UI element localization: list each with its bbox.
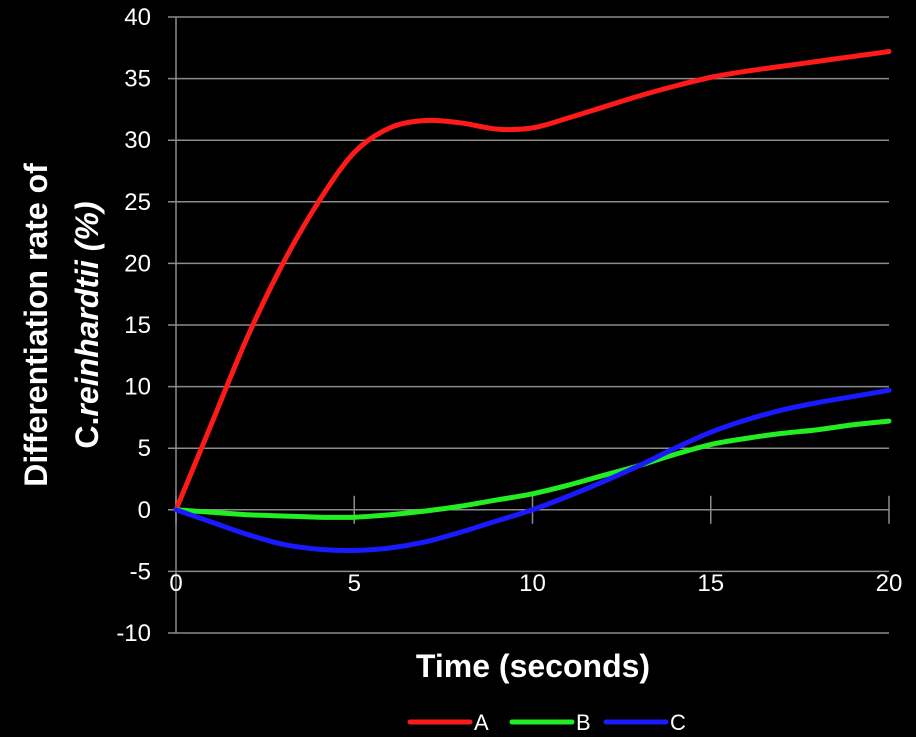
y-tick-label: 10 (124, 374, 151, 401)
y-tick-label: 0 (138, 497, 151, 524)
y-axis-title-species: reinhardtii (%) (69, 201, 105, 416)
y-tick-label: 20 (124, 250, 151, 277)
x-tick-label: 10 (519, 570, 546, 597)
legend-label-a: A (474, 710, 489, 735)
y-axis-title: Differentiation rate of (18, 163, 54, 487)
legend-label-b: B (576, 710, 591, 735)
x-tick-labels: 0 5 10 15 20 (169, 570, 902, 597)
series-line-b (173, 418, 892, 520)
series-line-c (173, 387, 892, 554)
legend: A B C (407, 710, 686, 735)
x-tick-label: 0 (169, 570, 182, 597)
y-tick-label: 35 (124, 66, 151, 93)
y-axis-title-genus: C. (69, 417, 105, 449)
x-tick-label: 20 (876, 570, 903, 597)
y-tick-label: 30 (124, 127, 151, 154)
y-tick-label: 25 (124, 189, 151, 216)
y-tick-label: 15 (124, 312, 151, 339)
y-tick-label: -10 (116, 620, 151, 647)
y-axis-title-2: C.reinhardtii (%) (69, 201, 105, 448)
y-tick-label: 40 (124, 4, 151, 31)
x-tick-label: 5 (348, 570, 361, 597)
y-axis-title-line2: C.reinhardtii (%) (69, 201, 105, 448)
series-lines (173, 48, 892, 554)
x-tick-label: 15 (697, 570, 724, 597)
y-axis-title-line1: Differentiation rate of (18, 163, 54, 487)
y-tick-labels: 40 35 30 25 20 15 10 5 0 -5 -10 (116, 4, 151, 647)
y-tick-label: -5 (130, 558, 151, 585)
legend-label-c: C (670, 710, 686, 735)
series-line-a (173, 48, 892, 513)
y-tick-label: 5 (138, 435, 151, 462)
x-axis-title: Time (seconds) (416, 648, 650, 684)
